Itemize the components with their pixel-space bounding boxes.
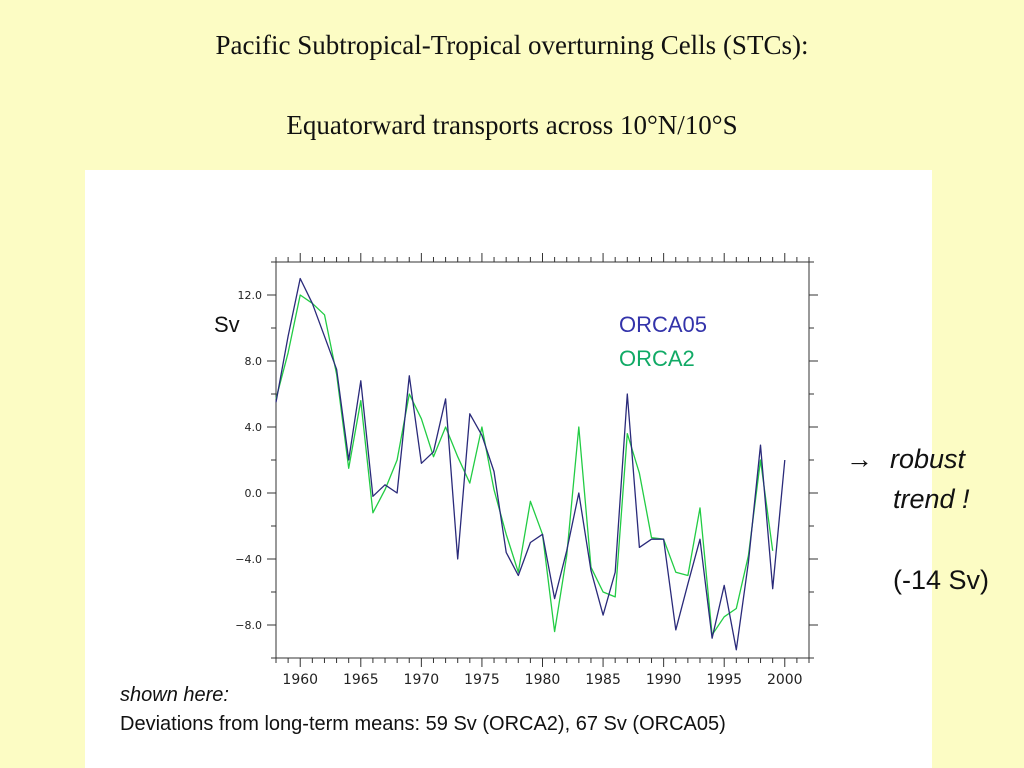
note-heading: shown here: — [120, 684, 229, 706]
x-tick-label: 1990 — [646, 672, 682, 688]
annotation-robust: robust — [890, 444, 966, 474]
x-tick-label: 1970 — [404, 672, 440, 688]
x-tick-label: 1995 — [706, 672, 742, 688]
x-tick-label: 1985 — [585, 672, 621, 688]
slide-title-line1: Pacific Subtropical-Tropical overturning… — [215, 30, 809, 60]
y-tick-label: 12.0 — [238, 289, 263, 302]
slide-title-line2: Equatorward transports across 10°N/10°S — [286, 110, 738, 140]
y-tick-label: −8.0 — [235, 619, 262, 632]
annotation-trend: trend ! — [893, 484, 970, 514]
chart-series — [275, 277, 786, 651]
chart-axes — [275, 261, 810, 659]
arrow-right-icon: → — [846, 444, 873, 474]
y-tick-label: 8.0 — [245, 355, 263, 368]
y-tick-label: 0.0 — [245, 487, 263, 500]
series-line-orca2 — [275, 294, 774, 636]
series-line-orca05 — [275, 277, 786, 651]
plot-frame — [275, 261, 810, 659]
legend-entry-orca2: ORCA2 — [619, 346, 695, 371]
x-tick-label: 2000 — [767, 672, 803, 688]
y-tick-label: 4.0 — [245, 421, 263, 434]
x-tick-label: 1975 — [464, 672, 500, 688]
chart-panel: −8.0 −4.0 0.0 4.0 8.0 12.0 1960 1965 1970 1975 198… — [85, 170, 932, 768]
transport-chart: −8.0 −4.0 0.0 4.0 8.0 12.0 1960 1965 1970 1975 198… — [235, 253, 818, 688]
chart-ticks: −8.0 −4.0 0.0 4.0 8.0 12.0 1960 1965 1970 1975 198… — [235, 253, 818, 688]
x-tick-label: 1980 — [525, 672, 561, 688]
x-tick-label: 1965 — [343, 672, 379, 688]
y-axis-label: Sv — [214, 312, 240, 337]
x-tick-label: 1960 — [282, 672, 318, 688]
annotation-trend-value: (-14 Sv) — [893, 565, 990, 595]
note-text: Deviations from long-term means: 59 Sv (… — [120, 713, 726, 735]
y-tick-label: −4.0 — [235, 553, 262, 566]
legend-entry-orca05: ORCA05 — [619, 312, 708, 337]
